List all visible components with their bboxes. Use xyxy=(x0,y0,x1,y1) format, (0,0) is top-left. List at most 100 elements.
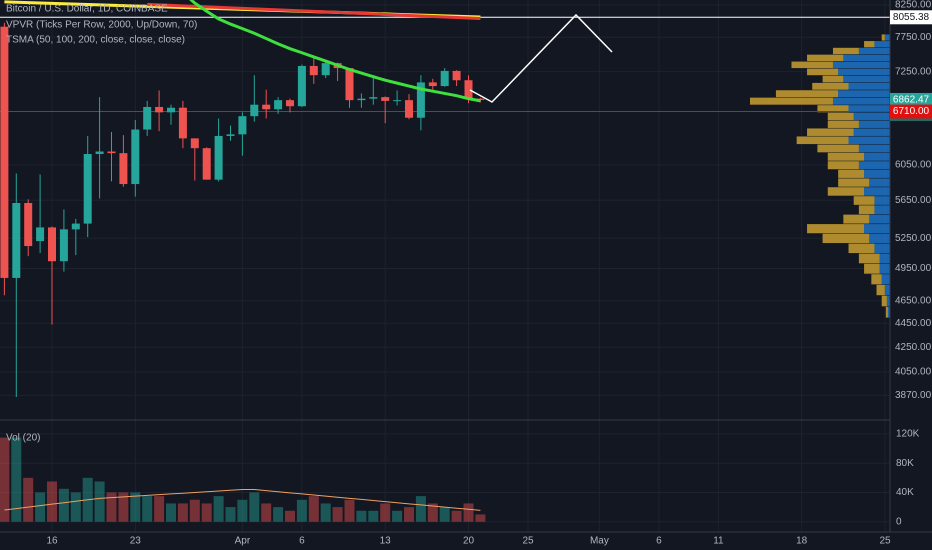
candle-body xyxy=(274,100,283,110)
candle-body xyxy=(345,68,354,101)
volume-pane xyxy=(0,437,486,522)
candle-body xyxy=(405,100,413,118)
candle-body xyxy=(131,129,140,185)
profile-up xyxy=(864,152,890,161)
y-tick-label: 7250.00 xyxy=(895,66,932,77)
y-tick-label: 8250.00 xyxy=(895,0,932,11)
candle-body xyxy=(95,151,104,154)
profile-down xyxy=(885,306,888,318)
profile-down xyxy=(796,136,849,145)
candle-body xyxy=(262,104,271,110)
profile-down xyxy=(827,112,854,121)
volume-bar xyxy=(392,510,403,522)
volume-bar xyxy=(296,499,307,522)
volume-bar xyxy=(106,492,117,522)
candle-body xyxy=(297,65,306,107)
price-label-box xyxy=(890,104,932,119)
profile-up xyxy=(858,144,890,153)
profile-down xyxy=(838,169,865,178)
volume-bar xyxy=(475,514,486,522)
volume-bar xyxy=(439,507,450,522)
candle-body xyxy=(464,80,473,99)
volume-bar xyxy=(23,477,34,522)
candle-body xyxy=(476,98,485,100)
x-tick-label: 6 xyxy=(656,536,662,547)
profile-up xyxy=(848,105,890,113)
volume-bar xyxy=(130,492,141,522)
profile-down xyxy=(881,295,887,307)
line-series xyxy=(147,2,481,21)
candle-body xyxy=(416,82,425,118)
volume-bar xyxy=(70,492,81,522)
volume-bar xyxy=(237,499,248,522)
profile-up xyxy=(843,54,890,62)
y-tick-label: 5650.00 xyxy=(895,195,932,206)
candle-body xyxy=(357,98,366,101)
profile-up xyxy=(864,169,890,178)
profile-down xyxy=(843,214,870,224)
profile-down xyxy=(858,205,875,215)
volume-bar xyxy=(0,437,10,522)
profile-up xyxy=(884,34,890,41)
indicator-label: VPVR (Ticks Per Row, 2000, Up/Down, 70) xyxy=(6,20,197,31)
volume-bar xyxy=(142,496,153,522)
candle-body xyxy=(226,134,235,136)
profile-up xyxy=(838,68,890,76)
y-tick-label: 6050.00 xyxy=(895,160,932,171)
volume-bar xyxy=(225,507,236,522)
price-label: 6862.47 xyxy=(893,95,930,106)
volume-bar xyxy=(201,503,212,522)
volume-bar xyxy=(154,496,165,522)
line-series xyxy=(189,0,481,103)
candle-body xyxy=(119,153,128,185)
profile-up xyxy=(869,233,890,244)
chart-title: Bitcoin / U.S. Dollar, 1D, COINBASE xyxy=(6,4,168,15)
candle-body xyxy=(190,138,199,149)
x-tick-label: 20 xyxy=(463,536,475,547)
candle-body xyxy=(59,229,68,262)
x-tick-label: 6 xyxy=(299,536,305,547)
profile-down xyxy=(817,144,859,153)
profile-down xyxy=(817,105,849,113)
profile-up xyxy=(869,214,890,224)
candle-body xyxy=(71,223,80,230)
profile-up xyxy=(874,243,890,254)
profile-down xyxy=(876,284,885,296)
y-tick-label: 7750.00 xyxy=(895,32,932,43)
volume-bar xyxy=(320,503,331,522)
volume-tick-label: 0 xyxy=(896,516,902,527)
volume-bar xyxy=(451,510,462,522)
profile-down xyxy=(832,47,859,55)
profile-down xyxy=(864,263,880,274)
candle-body xyxy=(178,107,187,139)
x-tick-label: 25 xyxy=(522,536,534,547)
profile-down xyxy=(807,54,844,62)
profile-up xyxy=(853,112,890,121)
candle-body xyxy=(369,97,378,99)
candle-body xyxy=(167,107,175,113)
profile-up xyxy=(874,205,890,215)
volume-profile xyxy=(750,34,890,318)
candle-body xyxy=(12,202,21,278)
y-tick-label: 4950.00 xyxy=(895,263,932,274)
volume-bar xyxy=(427,503,438,522)
y-tick-label: 4650.00 xyxy=(895,295,932,306)
labels: 8250.00 7750.00 7250.00 6050.00 5650.00 5250.… xyxy=(46,0,932,547)
volume-bar xyxy=(308,496,319,522)
profile-down xyxy=(822,75,844,83)
profile-up xyxy=(881,274,890,285)
x-tick-label: Apr xyxy=(235,536,251,547)
volume-bar xyxy=(35,492,46,522)
candle-body xyxy=(381,97,390,101)
volume-bar xyxy=(415,496,426,522)
y-tick-label: 5250.00 xyxy=(895,233,932,244)
profile-up xyxy=(886,295,890,307)
price-label-box xyxy=(890,10,932,25)
candle-body xyxy=(36,227,45,242)
candle-body xyxy=(0,26,9,278)
price-label: 8055.38 xyxy=(893,12,930,23)
profile-down xyxy=(827,120,859,128)
volume-bar xyxy=(213,496,224,522)
candle-body xyxy=(107,151,116,154)
x-tick-label: 16 xyxy=(46,536,58,547)
